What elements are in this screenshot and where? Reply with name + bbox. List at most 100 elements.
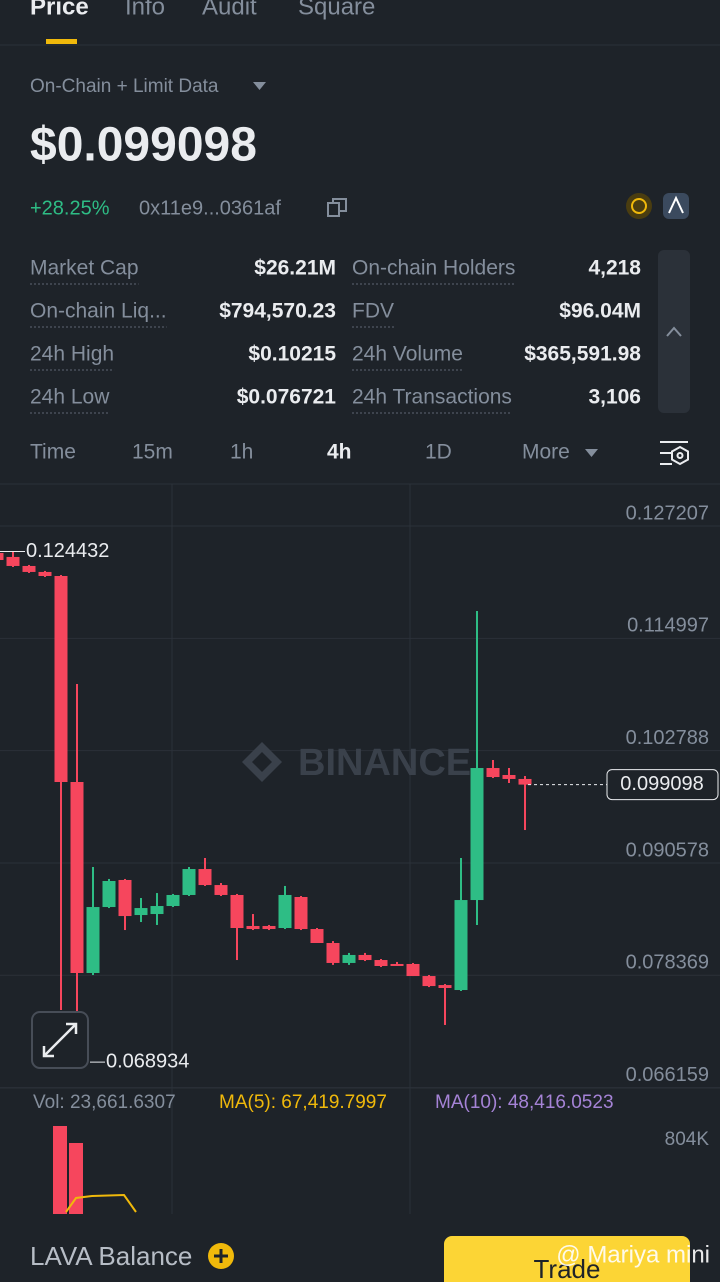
candle-body <box>262 925 276 930</box>
timeframe-option[interactable]: 1h <box>230 441 253 464</box>
stat-label[interactable]: 24h High <box>30 343 114 366</box>
stat-value: 4,218 <box>588 257 641 280</box>
y-tick-label: 0.066159 <box>626 1064 709 1086</box>
candle-body <box>342 954 356 963</box>
candle-body <box>118 879 132 917</box>
copy-icon[interactable] <box>327 198 347 217</box>
watermark: BINANCE <box>298 742 471 784</box>
candle-body <box>454 900 468 991</box>
stat-label[interactable]: 24h Transactions <box>352 386 512 409</box>
candle-body <box>518 778 532 785</box>
ma10-indicator: MA(10): 48,416.0523 <box>435 1092 614 1113</box>
trade-button-label[interactable]: Trade <box>534 1254 601 1282</box>
candle-body <box>246 925 260 930</box>
stats-grid: Market Cap $26.21M On-chain Holders 4,218 On… <box>30 257 641 414</box>
last-price-label: 0.099098 <box>620 773 703 795</box>
ma5-indicator: MA(5): 67,419.7997 <box>219 1092 387 1113</box>
stat-value: $0.076721 <box>237 386 337 409</box>
tab-indicator <box>46 39 77 44</box>
watermark-logo <box>242 742 282 782</box>
tab[interactable]: Price <box>30 0 89 20</box>
timeframe-option[interactable]: Time <box>30 441 76 464</box>
chart-settings-icon[interactable] <box>660 441 689 466</box>
stat-label[interactable]: 24h Low <box>30 386 110 409</box>
chain-icon-glyph <box>668 195 684 214</box>
ma-line <box>65 1193 137 1213</box>
stat-value: $26.21M <box>254 257 336 280</box>
collapse-arrow <box>666 326 682 337</box>
candle-body <box>310 929 324 944</box>
add-icon <box>214 1249 228 1263</box>
volume-bar <box>69 1143 83 1214</box>
timeframe-option[interactable]: 15m <box>132 441 173 464</box>
candle-body <box>294 897 308 930</box>
last-price-box <box>606 769 719 801</box>
stat-value: 3,106 <box>588 386 641 409</box>
candle-body <box>86 907 100 973</box>
candle-body <box>390 963 404 966</box>
trade-button[interactable] <box>444 1236 690 1282</box>
candle-body <box>326 943 340 963</box>
timeframe-option[interactable]: 1D <box>425 441 452 464</box>
chain-icon-ring <box>631 198 647 214</box>
y-tick-label: 0.127207 <box>626 502 709 524</box>
candle-body <box>214 885 228 895</box>
candle-body <box>374 960 388 967</box>
candle-body <box>0 553 4 560</box>
y-tick-label: 0.078369 <box>626 952 709 974</box>
candle-body <box>38 571 52 577</box>
tab[interactable]: Info <box>125 0 165 20</box>
expand-icon <box>42 1022 78 1058</box>
candle-body <box>102 880 116 908</box>
candle-body <box>166 894 180 907</box>
volume-tick-label: 804K <box>665 1129 710 1150</box>
y-tick-label: 0.102788 <box>626 727 709 749</box>
collapse-button[interactable] <box>658 250 690 413</box>
candle-body <box>182 869 196 895</box>
candle-body <box>486 768 500 778</box>
candle-body <box>358 954 372 961</box>
candlestick-chart: 0.127207 0.114997 0.102788 0.090578 0.078369… <box>0 483 720 1214</box>
candle-body <box>22 565 36 572</box>
stat-label[interactable]: Market Cap <box>30 257 139 280</box>
stat-value: $0.10215 <box>248 343 336 366</box>
stat-label[interactable]: 24h Volume <box>352 343 463 366</box>
y-tick-label: 0.114997 <box>627 615 709 637</box>
timeframe-option[interactable]: More <box>522 441 570 464</box>
y-tick-label: 0.090578 <box>626 839 709 861</box>
balance-label: LAVA Balance <box>30 1241 192 1271</box>
low-label: 0.068934 <box>106 1050 189 1072</box>
tab[interactable]: Square <box>298 0 375 20</box>
chain-icon[interactable] <box>626 193 652 219</box>
stat-label[interactable]: On-chain Holders <box>352 257 515 280</box>
candle-body <box>406 963 420 977</box>
volume-indicator: Vol: 23,661.6307 <box>33 1092 176 1113</box>
price: $0.099098 <box>30 119 257 172</box>
price-change: +28.25% <box>30 197 110 219</box>
stat-label[interactable]: On-chain Liq... <box>30 300 167 323</box>
high-label: 0.124432 <box>26 540 109 562</box>
candle-body <box>198 869 212 886</box>
timeframe-option[interactable]: 4h <box>327 441 352 464</box>
data-source[interactable]: On-Chain + Limit Data <box>30 76 219 97</box>
watermark: @ Mariya mini <box>556 1241 710 1268</box>
stat-value: $794,570.23 <box>219 300 336 323</box>
candle-body <box>134 908 148 916</box>
dropdown-arrow <box>253 82 266 90</box>
candle-body <box>230 894 244 929</box>
stat-value: $96.04M <box>559 300 641 323</box>
stat-label[interactable]: FDV <box>352 300 394 323</box>
timeframe-bar: Time 15m 1h 4h 1D More <box>30 441 570 464</box>
candle-body <box>70 781 84 973</box>
candle-body <box>502 775 516 779</box>
candle-body <box>438 985 452 988</box>
stat-value: $365,591.98 <box>524 343 641 366</box>
candle-body <box>6 556 20 566</box>
candle-body <box>470 768 484 901</box>
contract-address: 0x11e9...0361af <box>139 197 281 219</box>
dropdown-arrow <box>585 449 598 457</box>
tab[interactable]: Audit <box>202 0 257 20</box>
candle-body <box>54 576 68 782</box>
